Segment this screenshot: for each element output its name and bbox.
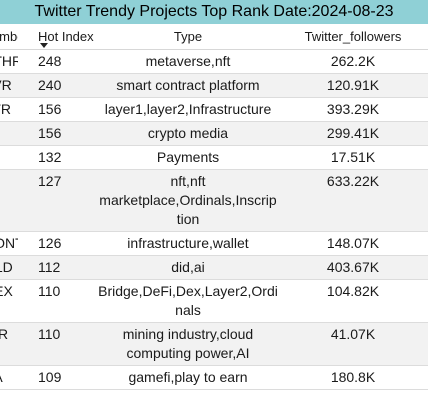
cell-symbol bbox=[0, 145, 18, 170]
column-header-type[interactable]: Type bbox=[98, 24, 278, 50]
page-title: Twitter Trendy Projects Top Rank Date:20… bbox=[0, 0, 428, 24]
column-header-twitter-followers[interactable]: Twitter_followers bbox=[278, 24, 428, 50]
cell-symbol bbox=[0, 121, 18, 146]
cell-type: Payments bbox=[98, 145, 278, 170]
cell-type: did,ai bbox=[98, 255, 278, 280]
cell-hot-index: 112 bbox=[18, 255, 98, 280]
cell-twitter-followers: 633.22K bbox=[278, 169, 428, 232]
rank-table: Symbol Hot Index Type Twitter_followers … bbox=[0, 24, 428, 390]
cell-hot-index: 110 bbox=[18, 322, 98, 366]
cell-twitter-followers: 180.8K bbox=[278, 365, 428, 390]
cell-type: infrastructure,wallet bbox=[98, 231, 278, 256]
table-row[interactable]: 132 Payments 17.51K bbox=[0, 145, 428, 170]
cell-hot-index: 156 bbox=[18, 121, 98, 146]
cell-type: layer1,layer2,Infrastructure bbox=[98, 97, 278, 122]
cell-twitter-followers: 148.07K bbox=[278, 231, 428, 256]
cell-symbol bbox=[0, 169, 18, 232]
cell-hot-index: 248 bbox=[18, 49, 98, 74]
cell-type: Bridge,DeFi,Dex,Layer2,Ordinals bbox=[98, 279, 278, 323]
cell-type: smart contract platform bbox=[98, 73, 278, 98]
column-header-hot-index-label: Hot Index bbox=[38, 29, 94, 44]
cell-symbol: KA bbox=[0, 365, 18, 390]
column-header-symbol[interactable]: Symbol bbox=[0, 24, 27, 50]
cell-hot-index: 132 bbox=[18, 145, 98, 170]
cell-symbol: DONT bbox=[0, 231, 18, 256]
table-row[interactable]: REX110Bridge,DeFi,Dex,Layer2,Ordinals104… bbox=[0, 279, 428, 323]
cell-hot-index: 156 bbox=[18, 97, 98, 122]
cell-twitter-followers: 299.41K bbox=[278, 121, 428, 146]
cell-type: nft,nft marketplace,Ordinals,Inscription bbox=[98, 169, 278, 232]
cell-type: mining industry,cloud computing power,AI bbox=[98, 322, 278, 366]
sort-descending-icon bbox=[40, 43, 48, 48]
cell-symbol: ATR bbox=[0, 97, 18, 122]
table-row[interactable]: 127 nft,nft marketplace,Ordinals,Inscript… bbox=[0, 169, 428, 232]
cell-hot-index: 109 bbox=[18, 365, 98, 390]
cell-hot-index: 127 bbox=[18, 169, 98, 232]
cell-symbol: AVR bbox=[0, 73, 18, 98]
table-header-row: Symbol Hot Index Type Twitter_followers bbox=[0, 24, 428, 50]
cell-type: crypto media bbox=[98, 121, 278, 146]
cell-type: metaverse,nft bbox=[98, 49, 278, 74]
cell-hot-index: 110 bbox=[18, 279, 98, 323]
cell-symbol: REX bbox=[0, 279, 18, 323]
cell-twitter-followers: 403.67K bbox=[278, 255, 428, 280]
cell-hot-index: 126 bbox=[18, 231, 98, 256]
table-row[interactable]: NIR110mining industry,cloud computing po… bbox=[0, 322, 428, 366]
cell-symbol: ETHR bbox=[0, 49, 18, 74]
cell-twitter-followers: 41.07K bbox=[278, 322, 428, 366]
cell-symbol: OLD bbox=[0, 255, 18, 280]
cell-twitter-followers: 393.29K bbox=[278, 97, 428, 122]
table-row[interactable]: 156 crypto media 299.41K bbox=[0, 121, 428, 146]
cell-symbol: NIR bbox=[0, 322, 18, 366]
column-header-hot-index[interactable]: Hot Index bbox=[18, 24, 98, 50]
cell-hot-index: 240 bbox=[18, 73, 98, 98]
cell-type: gamefi,play to earn bbox=[98, 365, 278, 390]
cell-twitter-followers: 104.82K bbox=[278, 279, 428, 323]
table-row[interactable]: ATR156layer1,layer2,Infrastructure393.29… bbox=[0, 97, 428, 122]
cell-twitter-followers: 262.2K bbox=[278, 49, 428, 74]
cell-twitter-followers: 120.91K bbox=[278, 73, 428, 98]
cell-twitter-followers: 17.51K bbox=[278, 145, 428, 170]
